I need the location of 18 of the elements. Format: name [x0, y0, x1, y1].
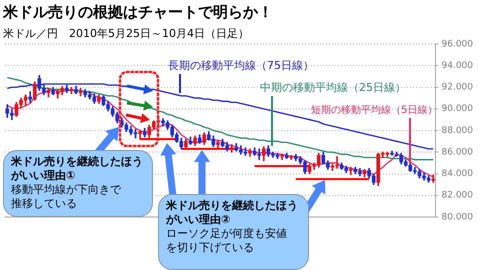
annotation: 米ドル売りを継続したほうがいい理由② — [166, 199, 298, 227]
y-tick-label: 80.000 — [442, 212, 474, 222]
text: ローソク足が何度も安値を切り下げている — [166, 227, 287, 255]
y-tick-label: 90.000 — [442, 104, 474, 114]
chart-subtitle: 米ドル／円 2010年5月25日～10月4日（日足） — [3, 26, 249, 41]
chart-title: 米ドル売りの根拠はチャートで明らか！ — [3, 3, 273, 22]
annotation: 移動平均線が下向きで推移している — [11, 183, 121, 211]
y-tick-label: 82.000 — [442, 190, 474, 201]
text: 短期の移動平均線（5日線） — [311, 104, 438, 117]
text: 中期の移動平均線（25日線） — [260, 81, 406, 94]
y-tick-label: 96.000 — [442, 39, 474, 50]
y-tick-label: 84.000 — [442, 169, 474, 180]
y-tick-label: 94.000 — [442, 60, 474, 71]
y-tick-label: 92.000 — [442, 82, 474, 93]
annotation: 米ドル売りを継続したほうがいい理由① — [11, 155, 143, 183]
y-tick-label: 86.000 — [442, 147, 474, 158]
series-label: 長期の移動平均線（75日線） — [168, 59, 314, 72]
y-tick-label: 88.000 — [442, 126, 474, 136]
